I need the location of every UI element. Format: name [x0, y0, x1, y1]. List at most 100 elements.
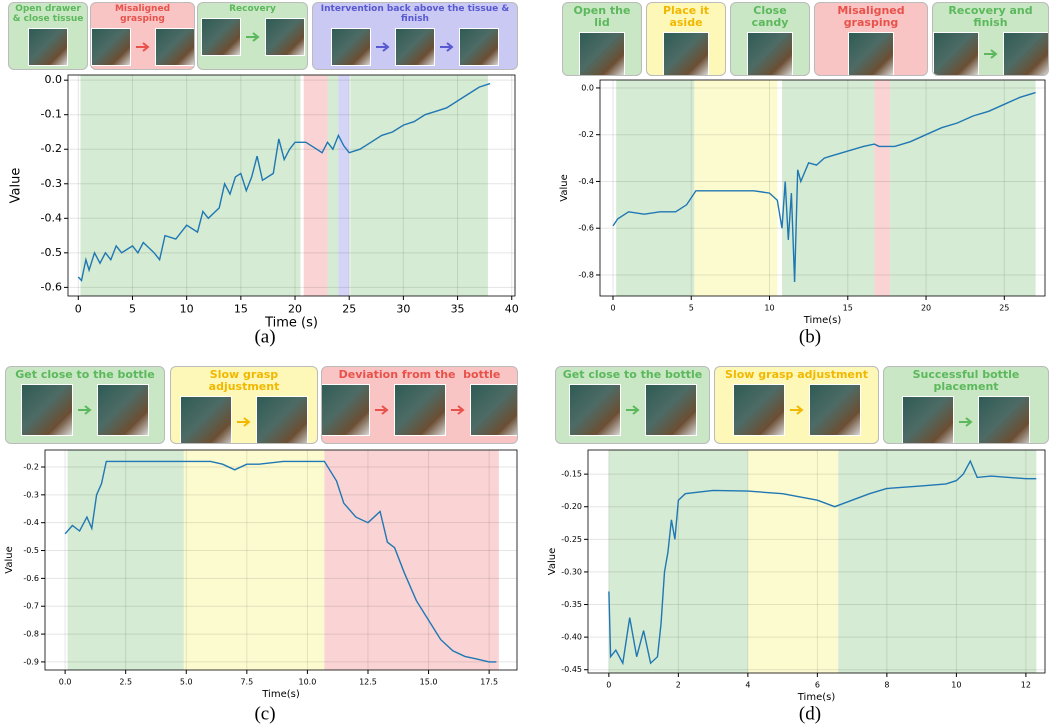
phase-region: [608, 450, 748, 673]
x-tick-label: 12.5: [359, 678, 377, 687]
image-row: [21, 384, 149, 437]
x-tick-label: 0: [610, 304, 615, 313]
x-tick-label: 35: [451, 303, 465, 316]
robot-image: [395, 27, 435, 66]
stage-title: Recovery: [229, 4, 276, 14]
arrow-shape: [959, 417, 973, 427]
x-tick-label: 2: [676, 681, 681, 690]
arrow: [376, 42, 390, 52]
x-tick-label: 4: [745, 681, 750, 690]
x-tick-label: 0.0: [59, 678, 72, 687]
stage-title: Misaligned grasping: [114, 4, 174, 24]
stage-title: Slow grasp adjustment: [208, 368, 283, 394]
y-tick-label: -0.8: [578, 270, 594, 279]
robot-image: [663, 32, 709, 75]
phase-region: [303, 75, 328, 296]
caption: (c): [254, 703, 275, 724]
plot-frame: [599, 79, 1046, 297]
arrow: [959, 417, 973, 427]
stage-title: Recovery and finish: [948, 4, 1037, 30]
stage-box: Deviation from the bottle: [321, 366, 518, 444]
x-axis-label: Time(s): [797, 692, 836, 703]
x-tick-label: 8: [884, 681, 889, 690]
stage-box: Recovery and finish: [932, 2, 1049, 76]
y-tick-label: -0.3: [41, 177, 62, 190]
x-tick-label: 0: [606, 681, 611, 690]
y-axis-label: Value: [4, 546, 15, 573]
x-tick-label: 17.5: [480, 678, 498, 687]
stage-title: Successful bottle placement: [912, 368, 1024, 394]
arrow-shape: [789, 405, 804, 415]
stage-box: Misaligned grasping: [90, 2, 195, 70]
stage-title: Intervention back above the tissue & fin…: [320, 4, 513, 24]
x-tick-label: 10: [951, 681, 961, 690]
caption: (a): [254, 326, 275, 347]
robot-image: [459, 27, 499, 66]
robot-image: [1002, 32, 1048, 75]
x-tick-label: 15: [843, 304, 853, 313]
x-tick-label: 20: [921, 304, 931, 313]
y-tick-label: -0.6: [23, 574, 39, 583]
arrow: [625, 405, 640, 415]
x-tick-label: 5: [689, 304, 694, 313]
arrow-shape: [376, 42, 390, 52]
phase-region: [67, 450, 184, 670]
stage-title: Open drawer & close tissue: [12, 4, 84, 24]
stage-title: Deviation from the bottle: [338, 368, 501, 381]
x-tick-label: 12: [1021, 681, 1031, 690]
robot-image: [808, 384, 861, 437]
y-tick-label: -0.6: [578, 224, 594, 233]
phase-region: [327, 75, 339, 296]
image-row: [933, 32, 1048, 75]
x-tick-label: 0: [75, 303, 82, 316]
x-tick-label: 10: [180, 303, 194, 316]
arrow-shape: [135, 42, 150, 52]
robot-image: [322, 384, 370, 437]
stage-title: Get close to the bottle: [562, 368, 703, 381]
image-row: [848, 32, 894, 75]
x-axis-label: Time(s): [803, 315, 842, 326]
x-tick-label: 10.0: [299, 678, 317, 687]
value-line: [77, 82, 491, 282]
arrow-shape: [374, 405, 389, 415]
phase-region: [183, 450, 325, 670]
value-line: [612, 91, 1036, 283]
robot-image: [933, 32, 979, 75]
stage-title: Get close to the bottle: [15, 368, 155, 381]
image-row: [200, 17, 305, 56]
robot-image: [28, 27, 68, 66]
plot-frame: [67, 74, 516, 297]
y-tick-label: -0.20: [561, 502, 582, 511]
robot-image: [902, 396, 954, 443]
phase-region: [782, 80, 875, 296]
stage-box: Open the lid: [562, 2, 642, 76]
y-tick-label: -0.40: [561, 633, 582, 642]
y-tick-label: -0.8: [23, 630, 39, 639]
image-row: [902, 396, 1030, 443]
stage-box: Successful bottle placement: [883, 366, 1049, 444]
arrow-shape: [450, 405, 465, 415]
caption: (b): [799, 326, 821, 347]
robot-image: [21, 384, 73, 437]
robot-image: [747, 32, 793, 75]
y-tick-label: -0.9: [23, 657, 39, 666]
y-tick-label: -0.4: [41, 211, 62, 224]
arrow-shape: [983, 49, 998, 59]
stage-box: Slow grasp adjustment: [170, 366, 318, 444]
image-row: [91, 27, 194, 66]
x-tick-label: 25: [342, 303, 356, 316]
phase-region: [747, 450, 839, 673]
image-row: [180, 396, 308, 443]
stage-title: Misaligned grasping: [837, 4, 909, 30]
value-line: [608, 459, 1037, 666]
robot-image: [331, 27, 371, 66]
arrow-shape: [625, 405, 640, 415]
image-row: [28, 27, 68, 66]
robot-image: [256, 396, 308, 443]
y-tick-label: -0.2: [23, 462, 39, 471]
y-tick-label: -0.15: [561, 470, 582, 479]
robot-image: [978, 396, 1030, 443]
x-tick-label: 25: [999, 304, 1009, 313]
